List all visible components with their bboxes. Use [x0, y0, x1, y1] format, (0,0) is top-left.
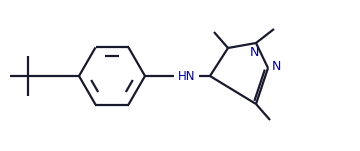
Text: N: N: [271, 59, 281, 72]
Text: HN: HN: [178, 69, 196, 82]
Text: N: N: [249, 45, 259, 58]
